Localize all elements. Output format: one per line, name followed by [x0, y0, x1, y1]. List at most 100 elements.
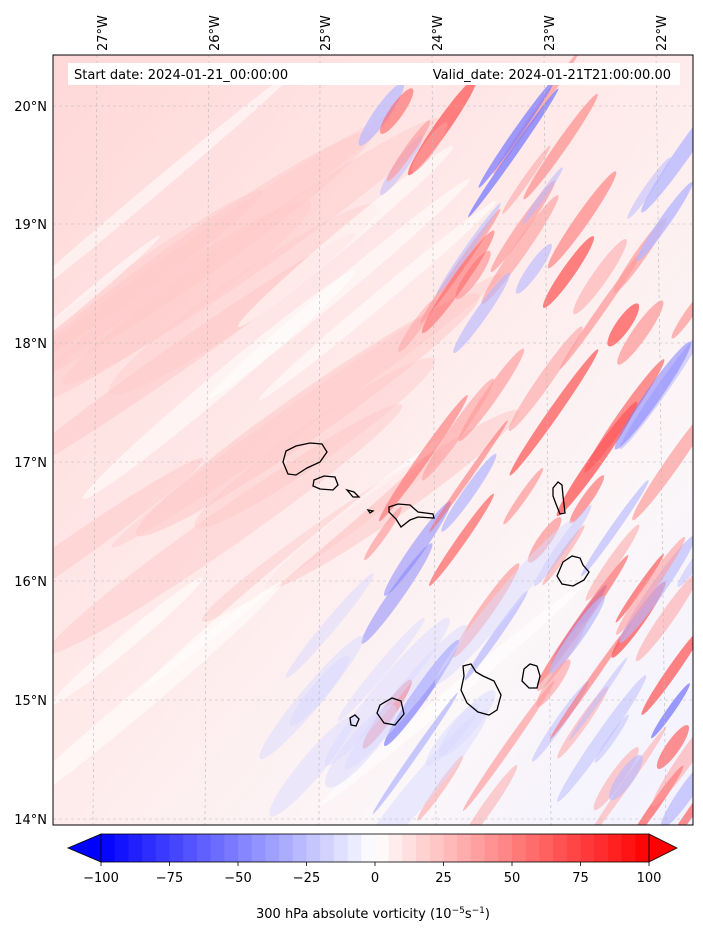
colorbar-step	[443, 834, 458, 862]
colorbar-ticks: −100 −75 −50 −25 0 25 50 75 100	[83, 862, 661, 886]
lon-label-23w: 23°W	[543, 15, 558, 51]
colorbar-step	[594, 834, 609, 862]
positive-filament	[616, 536, 686, 635]
colorbar-step	[525, 834, 540, 862]
negative-filament	[441, 453, 497, 532]
positive-filament	[421, 230, 495, 334]
negative-filament	[464, 590, 528, 681]
colorbar-tick-label: 50	[504, 871, 521, 886]
negative-filament	[337, 617, 425, 722]
field-band	[318, 582, 585, 807]
island-branco	[366, 509, 375, 514]
positive-filament	[462, 680, 555, 811]
colorbar-step	[155, 834, 170, 862]
colorbar-step	[539, 834, 554, 862]
colorbar-extend-max	[648, 833, 678, 863]
colorbar-step	[101, 834, 116, 862]
positive-filament	[615, 553, 664, 623]
field-band	[53, 68, 298, 326]
colorbar: −100 −75 −50 −25 0 25 50 75 100 300 hPa absolute…	[66, 833, 678, 922]
negative-filament	[453, 272, 510, 354]
colorbar-step	[128, 834, 143, 862]
positive-filament	[502, 145, 551, 214]
negative-filament	[651, 683, 690, 739]
island-brava	[349, 714, 360, 727]
islands-coastlines	[282, 442, 590, 727]
negative-filament	[436, 203, 501, 295]
negative-filament	[522, 167, 563, 224]
colorbar-step	[635, 834, 650, 862]
lon-label-24w: 24°W	[431, 15, 446, 51]
negative-filament	[580, 480, 649, 577]
colorbar-steps	[101, 834, 650, 862]
meridian-line	[543, 55, 552, 825]
colorbar-step	[470, 834, 486, 862]
negative-filament	[619, 535, 693, 643]
island-sal	[552, 481, 566, 515]
positive-filament	[508, 326, 583, 431]
field-band	[53, 200, 312, 406]
positive-filament	[536, 659, 571, 707]
field-band	[207, 178, 471, 400]
colorbar-tick-label: 25	[435, 871, 452, 886]
colorbar-step	[484, 834, 499, 862]
field-band	[237, 146, 454, 327]
colorbar-tick-label: −100	[83, 871, 119, 886]
start-date-label: Start date: 2024-01-21_00:00:00	[74, 68, 288, 83]
colorbar-step	[621, 834, 636, 862]
vorticity-streaks	[53, 55, 693, 825]
colorbar-step	[553, 834, 568, 862]
negative-filament	[358, 82, 404, 146]
positive-filament	[429, 420, 508, 533]
positive-filament	[607, 303, 640, 347]
lon-label-25w: 25°W	[319, 15, 334, 51]
island-santa-luzia	[345, 488, 361, 498]
colorbar-step	[566, 834, 581, 862]
negative-filament	[594, 714, 629, 763]
negative-filament	[269, 715, 356, 817]
colorbar-step	[580, 834, 595, 862]
field-band	[53, 403, 403, 654]
island-maio	[521, 663, 541, 689]
positive-filament	[379, 88, 414, 134]
negative-filament	[569, 657, 628, 741]
colorbar-step	[279, 834, 294, 862]
island-fogo	[376, 697, 405, 726]
negative-filament	[677, 541, 693, 587]
valid-date-label: Valid_date: 2024-01-21T21:00:00.00	[433, 68, 671, 83]
colorbar-tick-label: −50	[224, 871, 251, 886]
lat-label-20n: 20°N	[14, 100, 47, 115]
positive-filament	[428, 493, 494, 586]
negative-filament	[614, 341, 692, 450]
positive-filament	[542, 236, 595, 308]
colorbar-step	[402, 834, 417, 862]
colorbar-step	[457, 834, 472, 862]
meridian-line	[431, 55, 437, 825]
colorbar-step	[251, 834, 266, 862]
field-band	[135, 293, 480, 537]
island-boa-vista	[556, 555, 590, 587]
date-labels: Start date: 2024-01-21_00:00:00 Valid_da…	[68, 63, 680, 85]
positive-filament	[556, 401, 638, 517]
positive-filament	[652, 706, 693, 807]
lon-label-22w: 22°W	[655, 15, 670, 51]
graticule	[53, 55, 693, 825]
island-sao-nicolau	[388, 503, 435, 528]
longitude-labels: 27°W 26°W 25°W 24°W 23°W 22°W	[96, 15, 670, 51]
negative-filament	[434, 520, 574, 685]
negative-filament	[515, 243, 552, 294]
negative-filament	[383, 501, 451, 596]
negative-filament	[361, 543, 433, 644]
colorbar-step	[347, 834, 362, 862]
field-band	[62, 118, 441, 385]
colorbar-step	[333, 834, 349, 862]
positive-filament	[481, 195, 559, 305]
colorbar-step	[292, 834, 307, 862]
colorbar-step	[114, 834, 129, 862]
positive-filament	[503, 467, 544, 525]
vorticity-field	[53, 55, 693, 825]
positive-filament	[641, 625, 693, 715]
colorbar-step	[265, 834, 280, 862]
negative-filament	[557, 675, 647, 802]
positive-filament	[585, 524, 640, 601]
